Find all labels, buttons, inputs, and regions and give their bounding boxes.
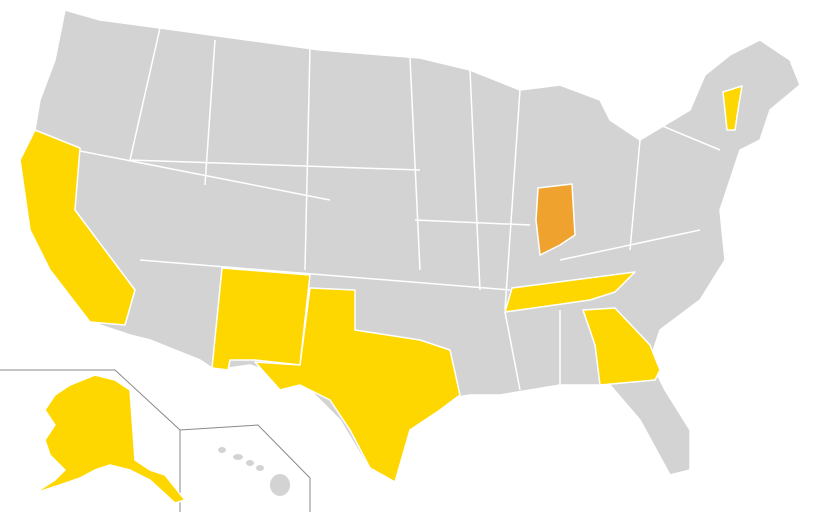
alaska-inset-border [0, 369, 181, 512]
state-hawaii[interactable] [218, 447, 290, 496]
state-texas[interactable] [254, 287, 461, 483]
state-indiana[interactable] [535, 183, 576, 256]
state-california[interactable] [19, 129, 136, 326]
state-new-mexico[interactable] [211, 267, 311, 371]
state-vermont[interactable] [722, 85, 743, 131]
state-georgia[interactable] [582, 307, 661, 386]
state-alaska[interactable] [34, 374, 186, 504]
hawaii-inset-border [179, 424, 311, 512]
state-borders [74, 27, 721, 391]
state-tennessee[interactable] [504, 271, 636, 313]
